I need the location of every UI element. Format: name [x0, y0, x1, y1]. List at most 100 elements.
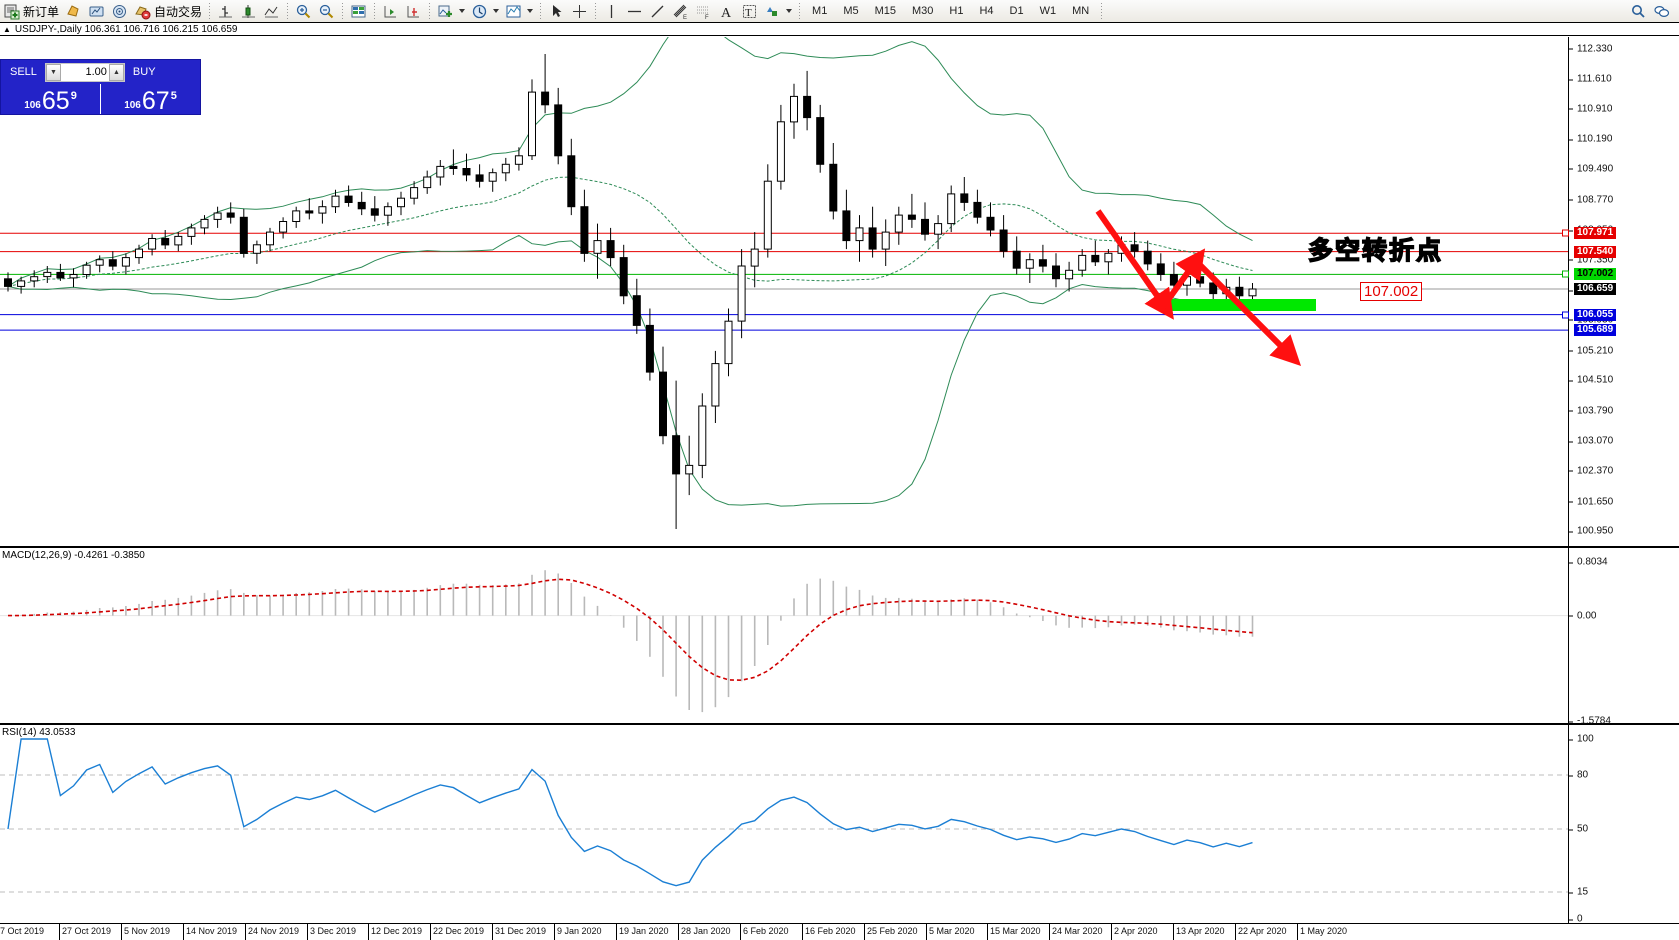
svg-text:E: E [683, 15, 687, 20]
buy-price-sup: 5 [170, 90, 177, 102]
fibonacci-button[interactable]: F [692, 1, 715, 21]
chevron-down-icon[interactable] [493, 9, 500, 13]
horizontal-line-button[interactable] [623, 1, 646, 21]
price-tick: 104.510 [1569, 375, 1613, 386]
time-tick [183, 924, 184, 940]
level-anchor[interactable] [1562, 229, 1569, 237]
rsi-tick: 50 [1569, 824, 1588, 835]
zoom-out-icon [318, 3, 335, 20]
volume-stepper[interactable]: ▼ ▲ [44, 62, 125, 82]
sell-price[interactable]: 106 65 9 [1, 84, 100, 114]
indicator-list-button[interactable] [62, 1, 85, 21]
level-anchor[interactable] [1562, 270, 1569, 278]
new-order-icon [3, 3, 20, 20]
buy-price[interactable]: 106 67 5 [101, 84, 200, 114]
sell-button[interactable]: SELL [10, 66, 37, 78]
text-button[interactable]: A [715, 1, 738, 21]
chat-button[interactable] [1650, 1, 1673, 21]
autotrade-icon [134, 3, 151, 20]
price-tick: 108.770 [1569, 194, 1613, 205]
toolbar-separator [595, 3, 597, 19]
price-plot-area[interactable] [0, 37, 1568, 546]
candlestick-chart-button[interactable] [237, 1, 260, 21]
price-tag-resistance-upper[interactable]: 107.971 [1574, 227, 1617, 240]
sell-price-lead: 106 [24, 100, 41, 111]
volume-input[interactable] [60, 66, 109, 78]
signals-button[interactable] [108, 1, 131, 21]
chevron-down-icon[interactable] [527, 9, 534, 13]
terminal-button[interactable] [85, 1, 108, 21]
autotrade-button[interactable]: 自动交易 [131, 1, 205, 21]
price-tag-support-upper[interactable]: 106.055 [1574, 308, 1617, 321]
timeframe-m30[interactable]: M30 [912, 5, 934, 17]
macd-pane: MACD(12,26,9) -0.4261 -0.3850 0.8034 0.00… [0, 546, 1679, 727]
level-anchor[interactable] [1562, 311, 1569, 319]
price-tick: 110.910 [1569, 103, 1612, 114]
time-tick [492, 924, 493, 940]
chevron-down-icon[interactable] [786, 9, 793, 13]
time-axis[interactable]: 7 Oct 2019 27 Oct 2019 5 Nov 2019 14 Nov 20… [0, 923, 1679, 940]
shapes-button[interactable] [761, 1, 795, 21]
search-button[interactable] [1627, 1, 1650, 21]
price-axis[interactable]: 112.330 111.610 110.910 110.190 109.490 108.7… [1568, 37, 1679, 546]
label-button[interactable]: T [738, 1, 761, 21]
data-window-button[interactable] [347, 1, 370, 21]
signals-icon [111, 3, 128, 20]
price-tag-support-lower[interactable]: 105.689 [1574, 324, 1617, 337]
rsi-plot-area[interactable] [0, 725, 1568, 923]
time-label: 5 Nov 2019 [124, 926, 171, 936]
sell-price-sup: 9 [70, 90, 77, 102]
chart-title: USDJPY-,Daily 106.361 106.716 106.215 10… [14, 23, 238, 35]
cursor-icon [548, 3, 565, 20]
period-icon [471, 3, 488, 20]
price-tag-pivot-level[interactable]: 107.002 [1574, 268, 1617, 281]
volume-decrease-icon[interactable]: ▼ [45, 63, 61, 81]
new-order-button[interactable]: 新订单 [0, 1, 62, 21]
macd-plot-area[interactable] [0, 548, 1568, 723]
trendline-button[interactable] [646, 1, 669, 21]
templates-icon [505, 3, 522, 20]
chart-shift-button[interactable] [402, 1, 425, 21]
fibonacci-icon: F [695, 3, 712, 20]
line-chart-button[interactable] [260, 1, 283, 21]
bar-chart-button[interactable] [214, 1, 237, 21]
zoom-out-button[interactable] [315, 1, 338, 21]
volume-increase-icon[interactable]: ▲ [108, 63, 124, 81]
chart-collapse-icon[interactable]: ▲ [3, 24, 11, 34]
equidistant-channel-button[interactable]: E [669, 1, 692, 21]
crosshair-icon [571, 3, 588, 20]
cursor-button[interactable] [545, 1, 568, 21]
timeframe-w1[interactable]: W1 [1039, 5, 1057, 17]
vertical-line-button[interactable] [600, 1, 623, 21]
timeframe-mn[interactable]: MN [1072, 5, 1090, 17]
time-label: 6 Feb 2020 [743, 926, 789, 936]
timeframe-d1[interactable]: D1 [1009, 5, 1024, 17]
timeframe-m5[interactable]: M5 [843, 5, 859, 17]
timeframe-m15[interactable]: M15 [874, 5, 896, 17]
toolbar-separator [342, 3, 344, 19]
templates-button[interactable] [502, 1, 536, 21]
buy-button[interactable]: BUY [132, 66, 156, 78]
price-tag-resistance-lower[interactable]: 107.540 [1574, 245, 1617, 258]
time-tick [1049, 924, 1050, 940]
buy-price-big: 67 [141, 87, 170, 115]
time-label: 28 Jan 2020 [681, 926, 731, 936]
indicators-button[interactable] [434, 1, 468, 21]
timeframe-h4[interactable]: H4 [979, 5, 994, 17]
one-click-trading-panel[interactable]: SELL ▼ ▲ BUY 106 65 9 106 67 5 [0, 59, 201, 115]
auto-scroll-button[interactable] [379, 1, 402, 21]
time-tick [430, 924, 431, 940]
time-label: 1 May 2020 [1300, 926, 1348, 936]
sell-price-big: 65 [41, 87, 70, 115]
price-tag-last-price[interactable]: 106.659 [1574, 283, 1617, 295]
zoom-in-button[interactable] [292, 1, 315, 21]
period-button[interactable] [468, 1, 502, 21]
time-tick [802, 924, 803, 940]
crosshair-button[interactable] [568, 1, 591, 21]
timeframe-m1[interactable]: M1 [812, 5, 828, 17]
price-tick: 101.650 [1569, 496, 1613, 507]
chevron-down-icon[interactable] [459, 9, 466, 13]
timeframe-h1[interactable]: H1 [949, 5, 964, 17]
trade-controls-row: SELL ▼ ▲ BUY [1, 60, 200, 84]
time-label: 3 Dec 2019 [310, 926, 357, 936]
